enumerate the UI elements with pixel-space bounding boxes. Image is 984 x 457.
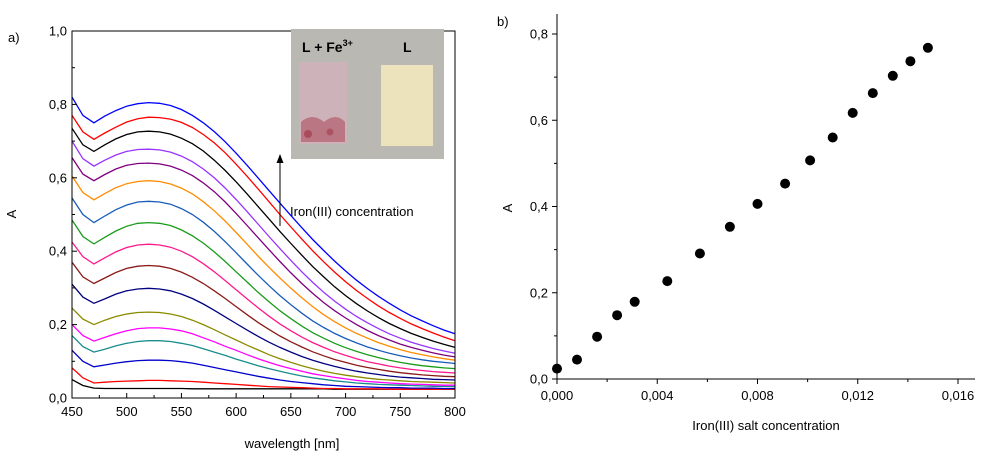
absorbance-series-line — [71, 96, 456, 335]
panel-b-x-tick-label: 0,016 — [942, 388, 975, 403]
inset-left-label-text: L + Fe — [302, 39, 343, 55]
absorbance-data-point — [724, 221, 735, 232]
absorbance-data-point — [805, 155, 816, 166]
panel-a-x-tick-label: 450 — [61, 404, 83, 419]
absorbance-data-point — [905, 56, 916, 67]
panel-a-x-tick-label: 700 — [335, 404, 357, 419]
panel-b-y-tick-label: 0,0 — [530, 372, 548, 387]
absorbance-series-line — [71, 241, 456, 374]
panel-a-y-tick-label: 0,4 — [49, 244, 67, 259]
panel-b-y-tick-label: 0,6 — [530, 113, 548, 128]
panel-a-y-axis-label: A — [4, 209, 19, 218]
absorbance-series-line — [71, 157, 456, 358]
panel-a-x-tick-label: 500 — [116, 404, 138, 419]
inset-left-label-superscript: 3+ — [343, 38, 353, 48]
absorbance-data-point — [662, 276, 673, 287]
panel-a-x-tick-label: 750 — [389, 404, 411, 419]
absorbance-series-line — [71, 283, 456, 381]
concentration-arrow-label: Iron(III) concentration — [290, 204, 414, 219]
panel-b-x-axis-label: Iron(III) salt concentration — [692, 418, 839, 433]
panel-b-y-tick-label: 0,4 — [530, 199, 548, 214]
absorbance-series-line — [71, 324, 455, 386]
panel-b-x-tick-label: 0,004 — [641, 388, 674, 403]
absorbance-series-line — [71, 219, 456, 370]
panel-a-y-tick-label: 0,6 — [49, 170, 67, 185]
absorbance-data-point — [629, 296, 640, 307]
absorbance-data-point — [867, 88, 878, 99]
panel-b-x-tick-label: 0,000 — [541, 388, 574, 403]
inset-right-swatch — [381, 65, 433, 146]
absorbance-series-line — [71, 349, 455, 390]
absorbance-data-point — [694, 248, 705, 259]
absorbance-data-point — [780, 178, 791, 189]
panel-a-x-tick-label: 650 — [280, 404, 302, 419]
panel-b-points-group — [552, 42, 933, 374]
absorbance-series-line — [71, 335, 456, 388]
absorbance-data-point — [887, 70, 898, 81]
panel-a-series-group — [71, 96, 456, 390]
panel-a-x-axis-label: wavelength [nm] — [244, 436, 340, 451]
absorbance-data-point — [827, 132, 838, 143]
panel-b-ticks: 0,000 0,004 0,008 0,012 0,016 0,0 0,2 0,4 0,6 0,8 — [530, 27, 974, 404]
panel-b-y-tick-label: 0,8 — [530, 27, 548, 42]
panel-b: b) 0,000 0,004 0,008 0,012 0,016 0,0 0,2 0,4 0,6… — [497, 14, 975, 433]
absorbance-data-point — [922, 42, 933, 53]
absorbance-series-line — [71, 140, 456, 354]
panel-a-x-tick-label: 800 — [444, 404, 466, 419]
panel-a-y-tick-label: 0,2 — [49, 317, 67, 332]
absorbance-series-line — [71, 307, 456, 384]
panel-a-x-tick-label: 600 — [225, 404, 247, 419]
inset-left-swatch-stain — [301, 117, 345, 142]
panel-b-x-tick-label: 0,012 — [841, 388, 874, 403]
panel-a: a) 450 500 550 600 650 700 750 800 0,0 0,2 0,4 0,6 0… — [4, 24, 466, 452]
absorbance-series-line — [71, 367, 455, 390]
absorbance-series-line — [71, 175, 456, 361]
absorbance-data-point — [612, 310, 623, 321]
absorbance-series-line — [71, 115, 456, 342]
panel-b-letter: b) — [497, 14, 509, 29]
inset-photo: L + Fe3+ L — [291, 29, 444, 159]
panel-b-y-axis-label: A — [500, 203, 515, 212]
panel-b-x-tick-label: 0,008 — [741, 388, 774, 403]
absorbance-data-point — [752, 198, 763, 209]
absorbance-data-point — [592, 331, 603, 342]
absorbance-series-line — [71, 127, 456, 349]
panel-a-y-tick-label: 0,8 — [49, 97, 67, 112]
absorbance-data-point — [572, 354, 582, 365]
concentration-arrow-head — [276, 154, 284, 163]
panel-b-y-tick-label: 0,2 — [530, 285, 548, 300]
inset-left-label: L + Fe3+ — [302, 38, 353, 55]
inset-right-label: L — [403, 39, 412, 55]
panel-a-letter: a) — [8, 30, 20, 45]
panel-a-x-tick-label: 550 — [171, 404, 193, 419]
panel-a-ticks: 450 500 550 600 650 700 750 800 0,0 0,2 0,4 0,6 0,8 1… — [49, 24, 466, 420]
inset-left-swatch-spot — [326, 128, 334, 136]
panel-a-y-tick-label: 1,0 — [49, 24, 67, 39]
absorbance-data-point — [552, 363, 562, 374]
inset-left-swatch-spot — [304, 130, 312, 138]
absorbance-series-line — [71, 197, 456, 365]
panel-a-y-tick-label: 0,0 — [49, 391, 67, 406]
absorbance-data-point — [847, 107, 858, 118]
absorbance-series-line — [71, 261, 456, 378]
